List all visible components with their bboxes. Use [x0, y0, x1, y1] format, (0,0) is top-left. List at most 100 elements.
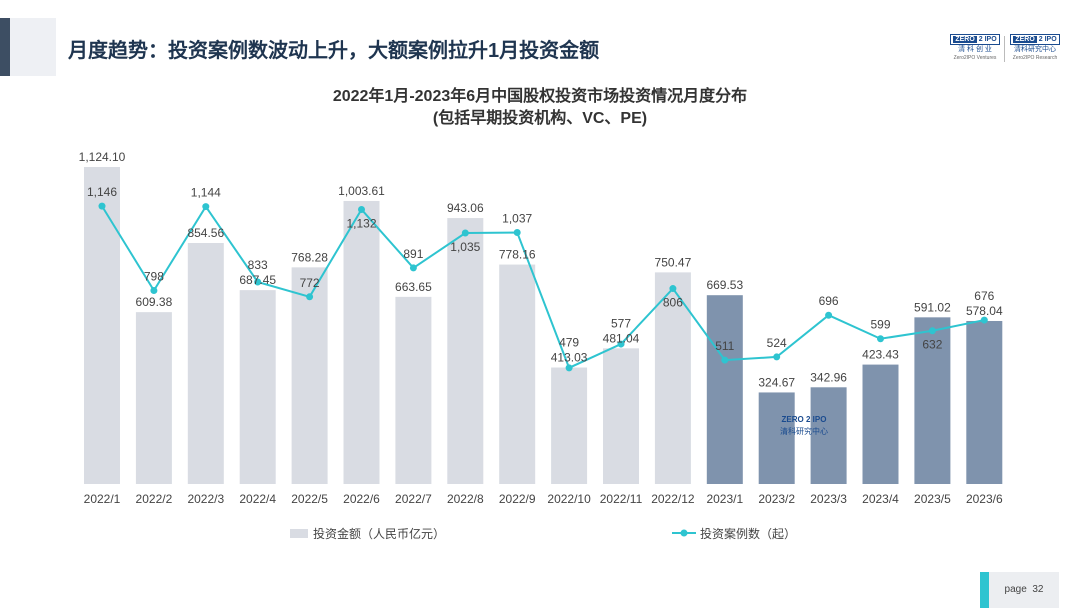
line-data-label: 772 [300, 276, 320, 290]
x-tick-label: 2022/11 [600, 492, 643, 506]
line-point [773, 353, 781, 361]
line-data-label: 1,144 [191, 186, 221, 200]
legend-swatch-amount [290, 529, 308, 538]
line-data-label: 891 [403, 247, 423, 261]
bar-data-label: 750.47 [655, 255, 692, 269]
x-tick-label: 2022/7 [395, 492, 432, 506]
watermark-logo: ZERO 2 IPO [782, 415, 827, 424]
bar-data-label: 342.96 [810, 370, 847, 384]
bar-amount [84, 167, 120, 485]
chart-subtitle: (包括早期投资机构、VC、PE) [432, 110, 648, 127]
line-data-label: 676 [974, 289, 994, 303]
line-data-label: 524 [767, 336, 787, 350]
bar-amount [343, 200, 380, 484]
chart-title: 2022年1月-2023年6月中国股权投资市场投资情况月度分布 [332, 88, 748, 105]
legend-label-amount: 投资金额（人民币亿元） [313, 526, 445, 541]
line-deal-count [101, 204, 985, 370]
slide-title: 月度趋势：投资案例数波动上升，大额案例拉升1月投资金额 [68, 40, 600, 62]
x-tick-label: 2023/6 [966, 492, 1003, 506]
x-tick-label: 2022/3 [187, 492, 224, 506]
line-data-label: 806 [663, 296, 683, 310]
x-tick-label: 2022/6 [343, 492, 380, 506]
line-point [202, 203, 210, 211]
line-data-label: 577 [611, 316, 631, 330]
line-point [928, 327, 936, 335]
bar-amount [654, 272, 691, 484]
x-tick-label: 2022/10 [547, 492, 591, 506]
bar-amount [914, 317, 951, 484]
line-data-label: 1,035 [450, 240, 480, 254]
title-accent-block [10, 18, 56, 76]
x-tick-label: 2022/12 [651, 492, 695, 506]
line-point [669, 285, 677, 293]
line-data-label: 1,037 [502, 212, 532, 226]
x-tick-label: 2022/2 [136, 492, 173, 506]
title-accent-bar [0, 18, 10, 76]
bar-data-label: 768.28 [291, 250, 328, 264]
bar-data-label: 1,003.61 [338, 184, 385, 198]
logo-divider [1004, 36, 1005, 62]
line-point [877, 335, 884, 343]
bar-amount [862, 364, 899, 484]
bar-data-label: 943.06 [447, 201, 484, 215]
line-data-label: 1,146 [87, 185, 117, 199]
bar-amount [603, 348, 639, 484]
line-data-label: 632 [922, 338, 942, 352]
x-tick-label: 2023/2 [758, 492, 795, 506]
bar-amount [447, 218, 484, 485]
line-data-label: 696 [819, 294, 839, 308]
x-tick-label: 2022/8 [447, 492, 484, 506]
line-data-label: 511 [715, 339, 734, 353]
line-point [721, 356, 729, 364]
bar-amount [187, 243, 224, 484]
x-tick-label: 2023/3 [810, 492, 847, 506]
logo-zero2ipo-ventures: ZERO 2 IPO 清 科 创 业 Zero2IPO Ventures [948, 34, 1002, 62]
bar-data-label: 1,124.10 [79, 150, 126, 164]
line-point [617, 340, 625, 348]
line-data-label: 479 [559, 336, 579, 350]
logo-zero2ipo-research: ZERO 2 IPO 清科研究中心 Zero2IPO Research [1008, 34, 1062, 62]
bar-data-label: 423.43 [862, 348, 899, 362]
line-data-label: 599 [870, 318, 890, 332]
bar-data-label: 481.04 [603, 331, 640, 345]
bar-data-label: 778.16 [499, 248, 536, 262]
bar-data-label: 663.65 [395, 280, 432, 294]
line-point [409, 264, 417, 272]
bar-amount [966, 320, 1003, 484]
bar-amount [395, 296, 432, 484]
line-point [150, 286, 158, 294]
line-point [306, 293, 314, 301]
bar-data-label: 578.04 [966, 304, 1003, 318]
x-tick-label: 2023/4 [862, 492, 899, 506]
bar-amount [135, 312, 172, 484]
line-point [358, 205, 365, 213]
x-tick-label: 2022/5 [291, 492, 328, 506]
bar-data-label: 609.38 [136, 295, 173, 309]
line-data-label: 1,132 [346, 216, 376, 230]
bar-amount [758, 392, 795, 484]
line-point [825, 311, 833, 319]
bar-amount [706, 295, 743, 484]
bar-data-label: 413.03 [551, 351, 588, 365]
watermark-logo-name: 清科研究中心 [780, 426, 828, 436]
line-point [565, 364, 573, 372]
line-point [513, 229, 521, 237]
x-tick-label: 2022/4 [239, 492, 276, 506]
bar-data-label: 854.56 [187, 226, 224, 240]
bar-data-label: 669.53 [706, 278, 743, 292]
legend-label-count: 投资案例数（起） [700, 526, 796, 541]
x-tick-label: 2022/1 [84, 492, 121, 506]
x-tick-label: 2023/5 [914, 492, 951, 506]
page-indicator: page 32 [989, 572, 1059, 608]
bar-data-label: 687.45 [239, 273, 276, 287]
bar-amount [810, 387, 847, 484]
footer-accent [980, 572, 989, 608]
legend-marker-count [680, 529, 688, 537]
line-point [98, 202, 106, 210]
bar-data-label: 324.67 [758, 375, 795, 389]
bar-amount [291, 267, 328, 484]
line-point [980, 316, 988, 324]
line-data-label: 833 [248, 258, 268, 272]
line-point [254, 278, 262, 286]
